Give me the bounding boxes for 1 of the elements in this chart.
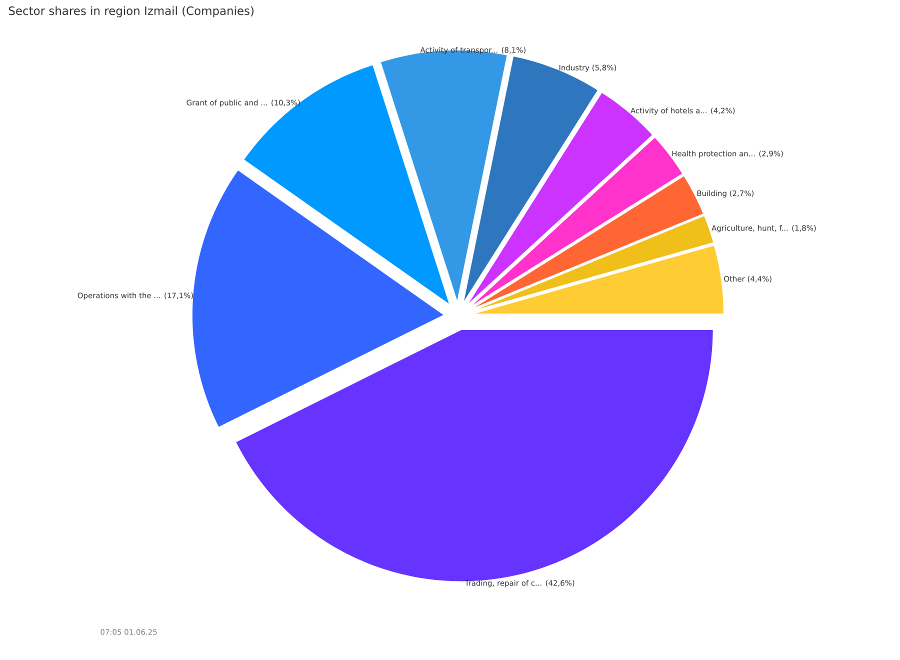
chart-title: Sector shares in region Izmail (Companies) <box>8 6 254 18</box>
